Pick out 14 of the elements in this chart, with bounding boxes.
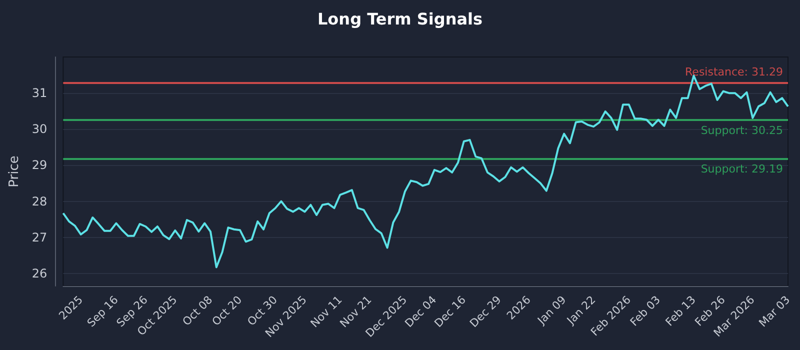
y-tick-label: 26 xyxy=(32,266,48,280)
y-tick-label: 30 xyxy=(32,122,48,136)
line-series xyxy=(62,74,789,268)
y-tick-label: 31 xyxy=(32,86,48,100)
ref-line-label: Support: 29.19 xyxy=(700,162,783,176)
chart-title: Long Term Signals xyxy=(317,10,483,28)
x-tick-label: Mar 03 xyxy=(756,293,793,330)
x-tick-label: Dec 29 xyxy=(467,293,504,330)
ref-line-label: Resistance: 31.29 xyxy=(685,66,783,79)
y-tick-label: 29 xyxy=(32,158,48,172)
ref-line-label: Support: 30.25 xyxy=(700,124,783,138)
y-axis-title: Price xyxy=(7,156,22,188)
y-tick-label: 28 xyxy=(32,194,48,208)
y-tick-label: 27 xyxy=(32,230,48,244)
